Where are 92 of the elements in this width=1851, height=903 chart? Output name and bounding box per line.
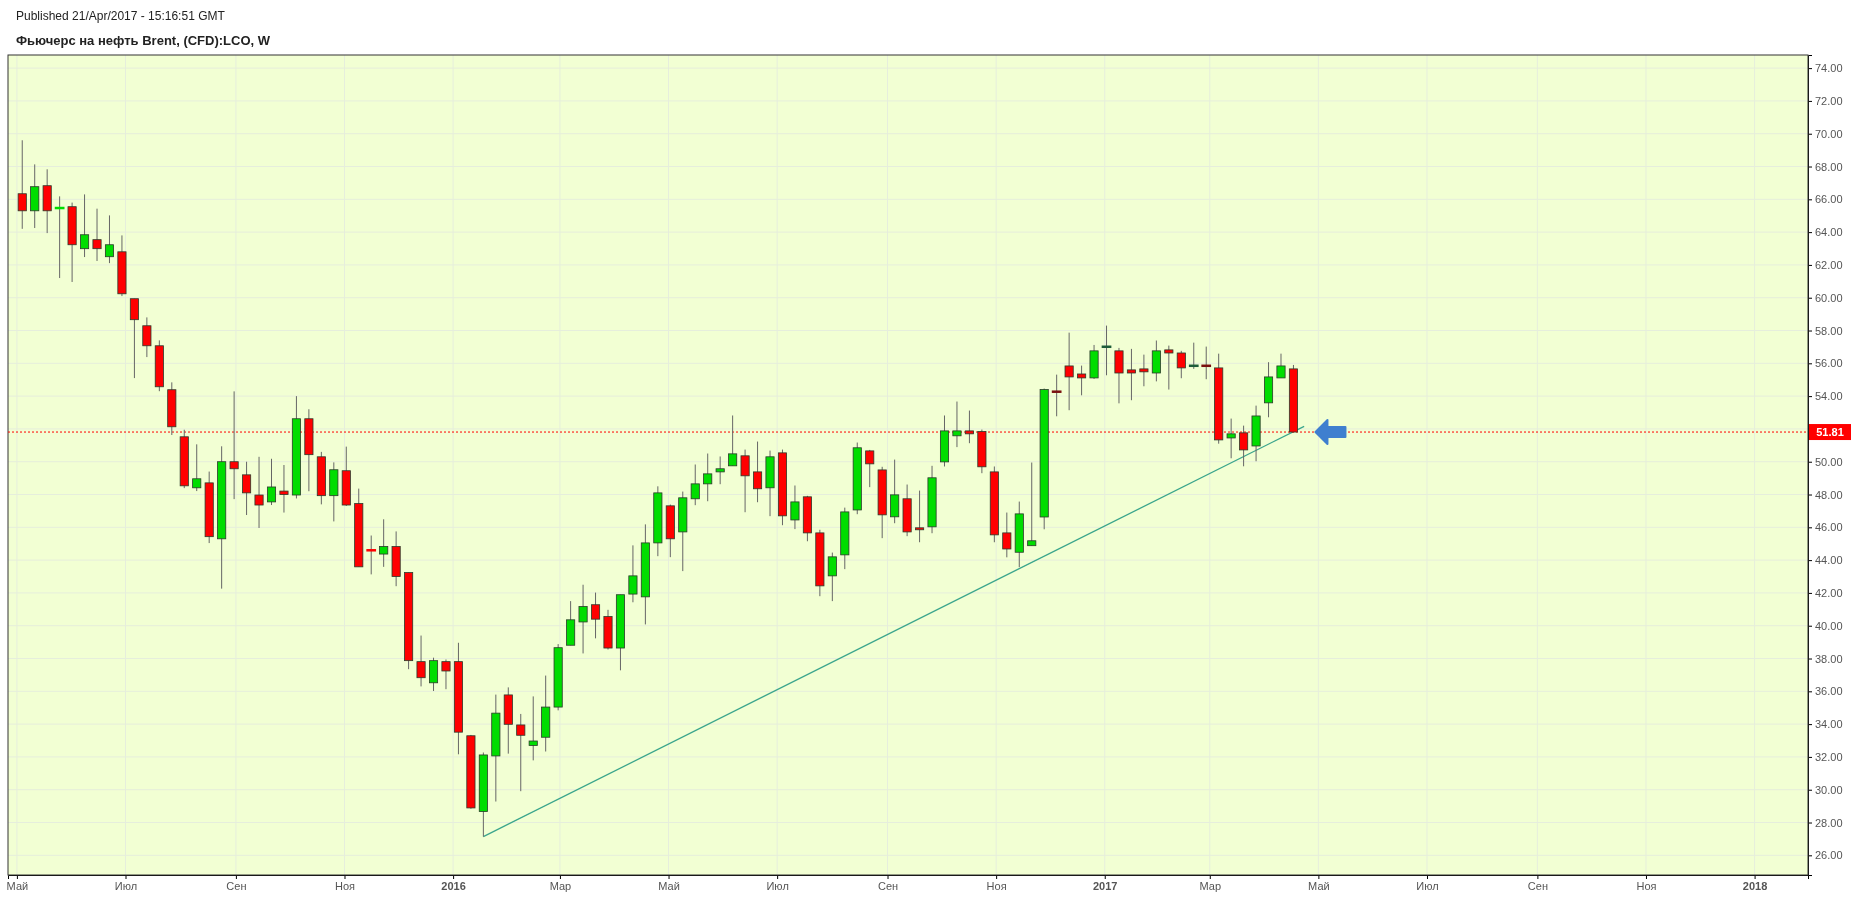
y-tick-label: 40.00	[1815, 619, 1843, 632]
x-tick-label: 2016	[441, 879, 466, 892]
x-tick-label: Мар	[1199, 879, 1222, 892]
candlestick	[279, 464, 289, 514]
y-tick-label: 34.00	[1815, 718, 1843, 731]
candlestick	[952, 401, 962, 448]
y-tick-label: 54.00	[1815, 390, 1843, 403]
x-tick-label: Ноя	[986, 879, 1007, 892]
candlestick	[254, 456, 264, 529]
candlestick	[142, 316, 152, 358]
candlestick	[827, 552, 837, 602]
y-tick-label: 72.00	[1815, 94, 1843, 107]
y-tick-label: 74.00	[1815, 62, 1843, 75]
y-tick-label: 32.00	[1815, 750, 1843, 763]
candlestick	[379, 518, 389, 568]
candlestick	[1226, 418, 1236, 459]
candlestick	[1139, 354, 1149, 387]
candlestick	[753, 441, 763, 503]
candlestick	[80, 193, 90, 258]
y-tick-label: 70.00	[1815, 127, 1843, 140]
candlestick	[578, 584, 588, 654]
y-tick-label: 66.00	[1815, 193, 1843, 206]
y-tick-label: 50.00	[1815, 455, 1843, 468]
candlestick	[266, 458, 277, 506]
candlestick	[129, 298, 139, 379]
candlestick	[790, 485, 800, 530]
x-tick-label: Ноя	[1636, 879, 1657, 892]
candlestick	[890, 459, 900, 524]
candlestick	[192, 443, 202, 492]
y-tick-label: 38.00	[1815, 652, 1843, 665]
candlestick	[1164, 345, 1174, 391]
candlestick	[591, 592, 601, 639]
y-tick-label: 26.00	[1815, 849, 1843, 862]
candlestick	[728, 414, 738, 467]
candlestick	[915, 490, 925, 543]
candlestick	[1201, 346, 1212, 380]
x-tick-label: Мар	[549, 879, 572, 892]
candlestick	[528, 695, 538, 761]
candlestick	[1126, 348, 1136, 401]
text: Published 21/Apr/2017 - 15:16:51 GMT	[16, 9, 226, 23]
candlestick	[1064, 332, 1074, 411]
x-tick-label: Май	[658, 879, 680, 892]
candlestick	[366, 535, 377, 575]
x-tick-label: Май	[1308, 879, 1330, 892]
candlestick	[516, 713, 526, 792]
y-tick-label: 56.00	[1815, 357, 1843, 370]
x-tick-label: Май	[6, 879, 29, 892]
candlestick	[740, 449, 750, 513]
x-tick-label: Июл	[114, 879, 138, 892]
y-tick-label: 60.00	[1815, 291, 1843, 304]
y-tick-label: 36.00	[1815, 685, 1843, 698]
x-tick-label: Ноя	[334, 879, 356, 892]
x-tick-label: Сен	[877, 879, 899, 892]
candlestick	[1077, 365, 1087, 396]
candlestick	[416, 635, 426, 687]
y-tick-label: 44.00	[1815, 554, 1843, 567]
candlestick	[1151, 340, 1161, 382]
candlestick	[1176, 350, 1186, 379]
candlestick	[628, 544, 638, 603]
x-tick-label: Июл	[766, 879, 789, 892]
candlestick	[17, 139, 27, 230]
x-tick-label: 2017	[1092, 879, 1118, 892]
candlestick	[1051, 374, 1062, 417]
y-tick-label: 64.00	[1815, 226, 1843, 239]
candlestick	[429, 657, 439, 692]
x-tick-label: Июл	[1416, 879, 1439, 892]
candlestick	[1188, 342, 1199, 370]
candlestick	[1276, 353, 1286, 379]
y-tick-label: 58.00	[1815, 324, 1843, 337]
candlestick	[690, 464, 700, 506]
candlestick	[1027, 462, 1037, 547]
candlestick	[242, 461, 252, 516]
y-tick-label: 48.00	[1815, 488, 1843, 501]
y-tick-label: 68.00	[1815, 160, 1843, 173]
x-tick-label: Сен	[1527, 879, 1548, 892]
y-tick-label: 62.00	[1815, 258, 1843, 271]
y-tick-label: 30.00	[1815, 783, 1843, 796]
candlestick	[1114, 347, 1124, 404]
candlestick	[865, 449, 875, 488]
candlestick	[92, 208, 102, 262]
candlestick	[703, 453, 713, 502]
candlestick	[1002, 512, 1012, 558]
chart-title: Фьючерс на нефть Brent, (CFD):LCO, W	[16, 33, 271, 48]
y-tick-label: 42.00	[1815, 586, 1843, 599]
x-tick-label: 2018	[1742, 879, 1768, 892]
candlestick	[104, 214, 114, 264]
candlestick	[715, 455, 725, 485]
y-tick-label: 28.00	[1815, 816, 1843, 829]
candlestick	[441, 659, 451, 690]
x-tick-label: Сен	[226, 879, 247, 892]
ref-line-label: 51.81	[1816, 426, 1844, 439]
y-tick-label: 46.00	[1815, 521, 1843, 534]
